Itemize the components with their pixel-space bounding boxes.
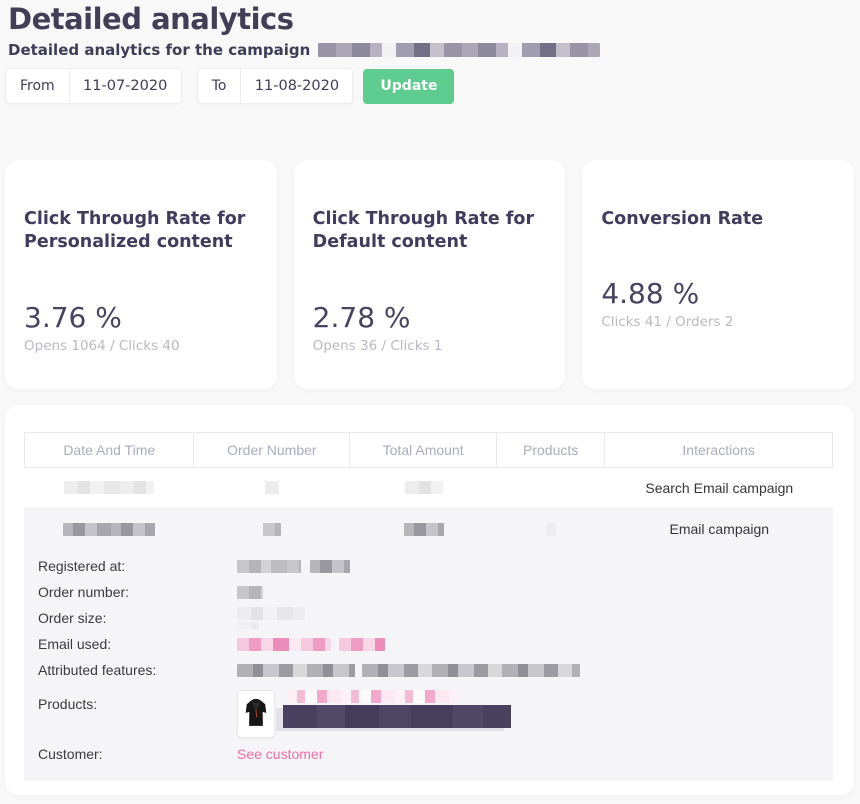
card-subtext: Opens 1064 / Clicks 40 [24,337,180,354]
card-title: Conversion Rate [601,209,764,229]
column-header-products: Products [497,433,606,467]
see-customer-link[interactable]: See customer [237,746,324,762]
card-ctr-personalized: Click Through Rate for Personalized cont… [5,160,277,389]
expanded-row-panel: Email campaign Registered at: Order numb… [24,507,833,781]
detail-row-order-number: Order number: [38,579,833,605]
table-header-row: Date And Time Order Number Total Amount … [24,432,833,468]
column-header-order-number: Order Number [194,433,351,467]
product-thumbnail [237,690,275,738]
column-header-interactions: Interactions [682,442,755,458]
redacted-order-size [237,607,305,620]
detail-label: Registered at: [38,558,126,574]
to-date-input[interactable] [241,68,354,104]
orders-table-card: Date And Time Order Number Total Amount … [5,405,854,795]
detail-label: Customer: [38,746,103,762]
redacted-date-time [62,522,155,536]
update-button[interactable]: Update [363,68,455,104]
date-from-group: From [5,68,182,104]
redacted-order-number [237,585,263,599]
redacted-registered-date [237,559,301,573]
card-value: 4.88 % [601,277,700,311]
order-details: Registered at: Order number: Order size: [24,545,833,767]
detail-row-registered-at: Registered at: [38,553,833,579]
to-label: To [196,68,242,104]
campaign-subtitle: Detailed analytics for the campaign [8,41,311,59]
card-value: 3.76 % [24,300,122,334]
date-to-group: To [196,68,354,104]
interaction-email-campaign: Email campaign [669,521,770,537]
redacted-order-size-line2 [237,622,259,629]
detail-label: Order number: [38,584,130,600]
redacted-order-number [262,522,281,536]
redacted-total-amount [403,522,444,536]
table-row[interactable]: Search Email campaign [24,468,833,507]
redacted-product-variant-bar [283,705,511,728]
detail-label: Order size: [38,610,107,626]
card-title: Click Through Rate for Default content [312,209,535,253]
redacted-feature-2 [362,663,580,677]
from-label: From [5,68,70,104]
hoodie-icon [245,698,267,726]
metric-cards-row: Click Through Rate for Personalized cont… [5,160,855,389]
campaign-subtitle-row: Detailed analytics for the campaign [8,41,860,59]
card-conversion-rate: Conversion Rate 4.88 % Clicks 41 / Order… [582,160,855,389]
redacted-registered-time [310,559,350,573]
redacted-products [546,522,557,536]
detail-row-customer: Customer: See customer [38,741,833,767]
detail-label: Products: [38,696,98,712]
card-subtext: Clicks 41 / Orders 2 [601,314,734,331]
detail-row-email-used: Email used: [38,631,833,657]
redacted-email-domain [339,637,385,651]
redacted-total-amount [404,481,443,494]
detail-row-products: Products: [38,683,833,741]
detail-label: Email used: [38,636,112,652]
page-title: Detailed analytics [8,2,294,36]
date-filter-bar: From To Update [5,68,860,104]
redacted-feature-1 [237,663,355,677]
from-date-input[interactable] [69,68,182,104]
redacted-campaign-name [318,43,601,57]
redacted-product-name [287,690,457,703]
detail-row-order-size: Order size: [38,605,833,631]
redacted-order-number [264,481,279,494]
column-header-total-amount: Total Amount [350,433,498,467]
redacted-email-local [237,637,331,651]
detail-row-attributed-features: Attributed features: [38,657,833,683]
column-header-date-and-time: Date And Time [25,433,195,467]
detail-label: Attributed features: [38,662,157,678]
card-subtext: Opens 36 / Clicks 1 [312,337,443,354]
card-title: Click Through Rate for Personalized cont… [24,209,246,253]
interaction-search-email-campaign: Search Email campaign [645,479,794,496]
card-value: 2.78 % [312,300,411,334]
card-ctr-default: Click Through Rate for Default content 2… [293,160,566,389]
table-row[interactable]: Email campaign [24,507,833,545]
redacted-date-time [63,481,154,494]
